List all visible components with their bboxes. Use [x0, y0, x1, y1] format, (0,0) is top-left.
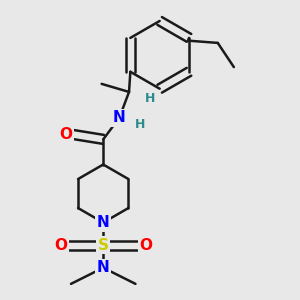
Text: H: H [145, 92, 155, 105]
Text: O: O [140, 238, 153, 253]
Text: N: N [97, 215, 110, 230]
Text: O: O [54, 238, 67, 253]
Text: N: N [97, 260, 110, 275]
Text: N: N [113, 110, 126, 125]
Text: O: O [60, 127, 73, 142]
Text: H: H [134, 118, 145, 131]
Text: S: S [98, 238, 109, 253]
